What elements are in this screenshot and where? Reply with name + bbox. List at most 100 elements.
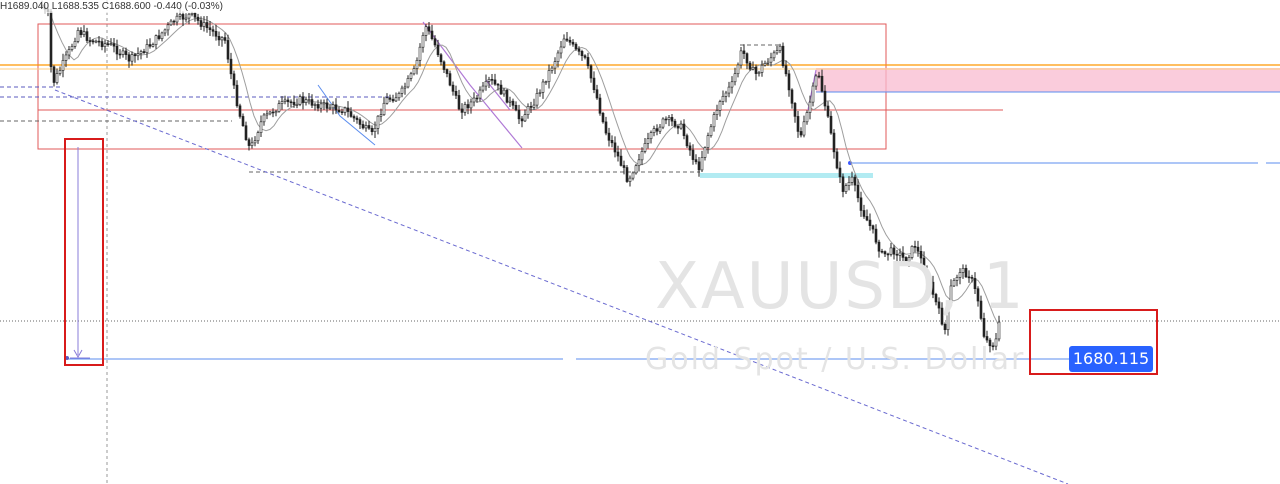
candle-body [496, 83, 500, 86]
candle-body [100, 41, 104, 47]
candle-body [808, 101, 812, 113]
candle-body [955, 277, 959, 281]
candle-body [868, 219, 872, 226]
candle-body [970, 277, 974, 279]
candle-body [772, 52, 776, 59]
candle-body [82, 31, 86, 35]
candle-body [172, 20, 176, 23]
candle-body [712, 114, 716, 128]
candle-body [874, 228, 878, 243]
candle-body [151, 44, 155, 47]
candle-body [190, 12, 194, 15]
candle-body [469, 101, 473, 109]
candle-body [478, 89, 482, 99]
pattern-line-2[interactable] [422, 21, 523, 149]
candle-body [838, 167, 842, 178]
candle-body [805, 112, 809, 123]
candle-body [997, 321, 1001, 340]
candle-body [367, 125, 371, 129]
descending-trendline[interactable] [54, 89, 1069, 484]
candle-body [124, 50, 128, 56]
candle-body [592, 77, 596, 91]
candle-body [931, 281, 935, 295]
candle-body [733, 73, 737, 83]
candle-body [691, 149, 695, 160]
candle-body [544, 81, 548, 83]
candle-body [988, 339, 992, 347]
candle-body [202, 22, 206, 27]
candle-body [355, 117, 359, 120]
candle-body [574, 43, 578, 50]
candle-body [280, 101, 284, 104]
candle-body [244, 125, 248, 140]
candle-body [64, 54, 68, 61]
candle-body [109, 43, 113, 45]
candle-body [94, 40, 98, 43]
candle-body [148, 44, 152, 47]
candle-body [535, 93, 539, 106]
candle-body [847, 182, 851, 186]
candle-body [325, 102, 329, 109]
annotation-box-left[interactable] [64, 138, 104, 366]
candle-body [829, 115, 833, 134]
candle-body [778, 45, 782, 51]
annotation-box-right[interactable] [1029, 309, 1158, 375]
candle-body [181, 14, 185, 20]
candle-body [121, 50, 125, 55]
candle-body [343, 107, 347, 113]
candle-body [238, 105, 242, 117]
candle-body [412, 68, 416, 75]
candle-body [949, 285, 953, 304]
moving-average [49, 12, 999, 325]
candle-body [721, 95, 725, 102]
candle-body [784, 65, 788, 75]
candle-body [319, 103, 323, 109]
supply-zone[interactable] [816, 68, 1280, 92]
candle-body [394, 97, 398, 102]
candle-body [604, 121, 608, 134]
pattern-line-3[interactable] [485, 79, 511, 111]
candle-body [415, 60, 419, 69]
candle-body [328, 107, 332, 110]
candle-body [139, 51, 143, 54]
candle-body [316, 104, 320, 109]
candle-body [517, 109, 521, 120]
candle-body [232, 73, 236, 86]
pattern-line-1[interactable] [317, 84, 376, 146]
candle-body [622, 165, 626, 168]
candle-body [520, 118, 524, 122]
candle-body [370, 127, 374, 133]
candle-body [454, 91, 458, 96]
candle-body [256, 132, 260, 142]
candle-body [499, 84, 503, 95]
candle-body [736, 64, 740, 75]
range-box[interactable] [37, 23, 887, 150]
candle-body [718, 101, 722, 111]
candle-body [178, 14, 182, 17]
candle-body [439, 54, 443, 63]
candle-body [877, 241, 881, 252]
candle-body [508, 100, 512, 103]
candle-body [361, 124, 365, 129]
candle-body [274, 111, 278, 114]
candle-body [709, 126, 713, 136]
demand-zone[interactable] [700, 173, 873, 178]
candle-body [571, 41, 575, 45]
candle-body [880, 250, 884, 253]
candle-body [187, 13, 191, 19]
candle-body [163, 29, 167, 34]
candle-body [613, 142, 617, 153]
candle-body [301, 96, 305, 103]
candle-body [562, 38, 566, 48]
candle-body [463, 104, 467, 113]
candle-body [157, 35, 161, 39]
candle-body [958, 272, 962, 278]
candle-body [49, 11, 53, 68]
candle-body [304, 99, 308, 103]
candle-body [850, 176, 854, 183]
candle-body [661, 118, 665, 128]
current-price-badge[interactable]: 1680.115 [1069, 346, 1153, 372]
candle-body [271, 111, 275, 114]
